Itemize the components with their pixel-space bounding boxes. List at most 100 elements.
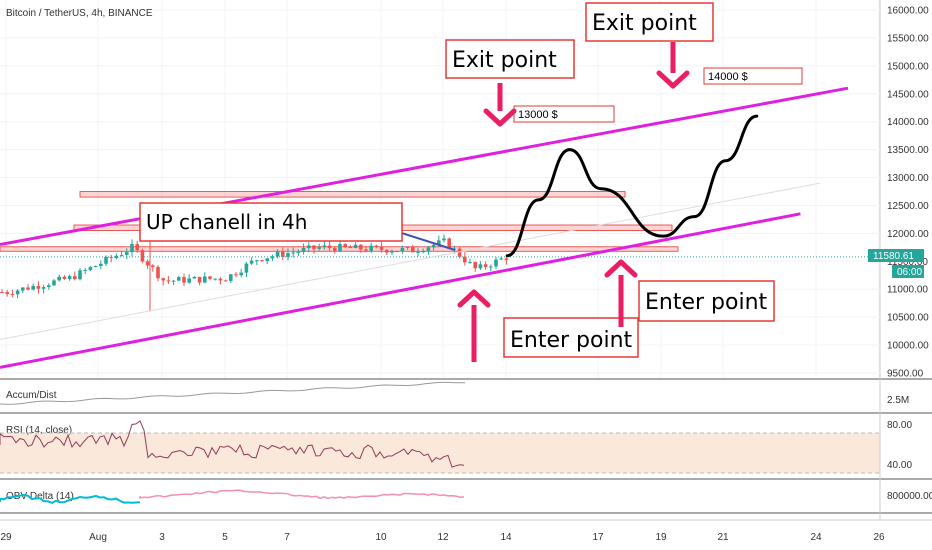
price-tick-label: 13500.00 <box>887 145 929 156</box>
candle-body <box>478 264 483 269</box>
grid-lines <box>0 0 880 378</box>
annotation-text: Exit point <box>592 11 697 36</box>
exit-arrow-1-head <box>483 108 517 127</box>
candle-body <box>26 287 30 290</box>
time-tick-label: 5 <box>222 532 228 543</box>
candle-body <box>416 251 420 253</box>
annotation-box <box>445 39 575 79</box>
last-price: 11580.61 <box>873 251 914 262</box>
price-tick-label: 11000.00 <box>887 285 928 296</box>
candle-body <box>21 287 25 291</box>
rsi-title[interactable]: RSI (14, close) <box>6 425 72 436</box>
candle-body <box>208 276 212 279</box>
channel-lower-line <box>0 212 801 369</box>
candle-body <box>364 249 368 251</box>
candle-body <box>52 280 56 286</box>
countdown: 06:00 <box>897 267 922 278</box>
candle-body <box>99 263 103 267</box>
candle-body <box>322 245 327 248</box>
candle-body <box>255 260 259 262</box>
candle-body <box>135 244 139 251</box>
price-axis[interactable]: 16000.00 15500.00 15000.00 14500.00 14000.00… <box>887 6 929 380</box>
enter-arrow-1-head <box>457 289 491 308</box>
candle-body <box>239 272 243 276</box>
annotation-box <box>638 280 775 322</box>
candle-body <box>166 280 171 282</box>
candle-body <box>0 292 4 294</box>
candle-body <box>10 294 15 296</box>
candle-body <box>15 290 20 295</box>
time-tick-label: 21 <box>717 532 729 543</box>
resistance-zone <box>79 191 626 198</box>
candle-body <box>431 244 436 248</box>
candle-body <box>379 246 384 250</box>
annotation-text: UP chanell in 4h <box>146 210 307 234</box>
candle-body <box>426 247 431 252</box>
candle-body <box>421 251 425 253</box>
rsi-tick-80: 80.00 <box>887 420 912 431</box>
candle-body <box>114 255 119 259</box>
time-tick-label: 24 <box>810 532 822 543</box>
annotation-box <box>139 202 403 242</box>
candle-body <box>73 276 77 280</box>
candle-body <box>333 248 337 252</box>
candle-body <box>447 238 451 249</box>
price-tick-label: 12500.00 <box>887 201 929 212</box>
projection-path <box>505 114 759 258</box>
candle-body <box>411 246 415 253</box>
time-tick-label: 14 <box>500 532 512 543</box>
candle-body <box>494 259 498 267</box>
candle-body <box>291 252 295 254</box>
price-pane[interactable]: UP chanell in 4h Exit point Exit point Ente… <box>0 0 880 378</box>
time-tick-label: 17 <box>592 532 604 543</box>
candle-body <box>286 253 290 257</box>
candle-body <box>437 240 441 245</box>
obv-delta-line <box>0 493 141 504</box>
price-label-text: 14000 $ <box>708 71 748 83</box>
candle-body <box>151 265 155 267</box>
candle-body <box>213 278 217 280</box>
time-tick-label: 29 <box>0 532 12 543</box>
symbol-label[interactable]: Bitcoin / TetherUS, 4h, BINANCE <box>6 8 153 19</box>
candle-body <box>41 287 46 289</box>
time-tick-label: 7 <box>284 532 290 543</box>
candle-body <box>312 245 316 249</box>
candle-body <box>457 248 462 257</box>
annotations: UP chanell in 4h Exit point Exit point Ente… <box>139 2 803 362</box>
obv-delta-tick: 800000.00 <box>887 491 932 502</box>
price-label-text: 13000 $ <box>518 109 558 121</box>
candle-body <box>307 245 311 249</box>
rsi-band <box>0 433 880 473</box>
candle-body <box>203 276 207 283</box>
annotation-box <box>503 317 639 358</box>
price-tick-label: 14000.00 <box>887 117 929 128</box>
candle-body <box>270 256 275 259</box>
candle-body <box>187 278 191 283</box>
candle-body <box>395 250 399 252</box>
candle-body <box>489 266 493 268</box>
candle-body <box>109 256 113 259</box>
accum-dist-line <box>0 381 465 405</box>
candle-body <box>317 247 321 249</box>
price-label-box <box>703 67 803 85</box>
obv-delta-title[interactable]: OBV Delta (14) <box>6 491 74 502</box>
candle-body <box>400 247 405 251</box>
candle-body <box>104 256 108 264</box>
exit-arrow-2-head <box>656 70 690 89</box>
candle-body <box>296 251 301 253</box>
time-tick-label: 26 <box>873 532 885 543</box>
time-axis[interactable]: 29 Aug 3 5 7 10 12 14 17 19 21 24 26 <box>0 532 885 543</box>
candle-body <box>197 276 202 283</box>
time-tick-label: Aug <box>89 532 107 543</box>
time-tick-label: 10 <box>375 532 387 543</box>
accum-dist-title[interactable]: Accum/Dist <box>6 390 57 401</box>
candle-body <box>161 278 165 281</box>
candle-body <box>119 254 124 256</box>
rsi-line <box>0 420 465 468</box>
indicator-lines <box>0 381 880 504</box>
candle-body <box>390 251 394 253</box>
candle-body <box>78 270 82 280</box>
candle-body <box>483 264 488 268</box>
candle-body <box>192 276 197 279</box>
